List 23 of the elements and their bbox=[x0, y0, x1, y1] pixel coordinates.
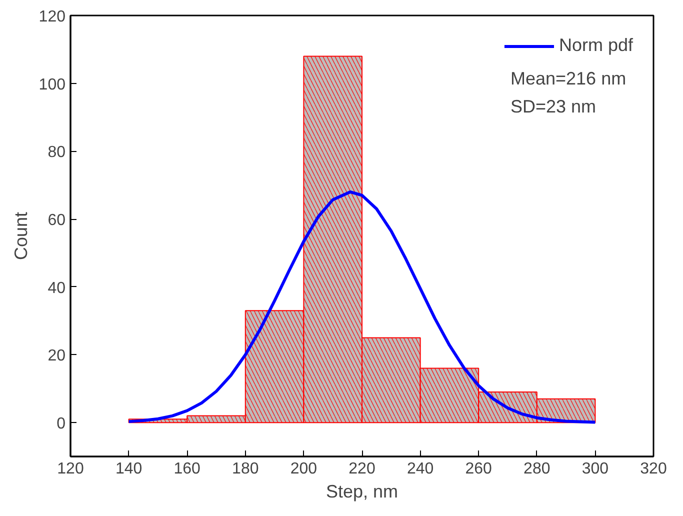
x-tick-label: 240 bbox=[406, 460, 434, 478]
y-tick-label: 0 bbox=[56, 416, 66, 433]
x-tick-label: 300 bbox=[582, 460, 609, 478]
y-tick-label: 40 bbox=[48, 280, 66, 297]
annotation: SD=23 nm bbox=[510, 96, 596, 116]
y-axis-title: Count bbox=[10, 212, 31, 260]
x-tick-label: 140 bbox=[115, 460, 142, 478]
x-tick-label: 220 bbox=[348, 460, 376, 478]
line-series bbox=[127, 190, 597, 424]
x-tick-label: 280 bbox=[524, 460, 550, 478]
x-axis-title: Step, nm bbox=[326, 482, 398, 502]
x-tick-label: 260 bbox=[465, 460, 492, 478]
x-tick-label: 160 bbox=[174, 460, 201, 478]
annotation: Mean=216 nm bbox=[510, 68, 626, 88]
x-tick-label: 200 bbox=[290, 460, 318, 478]
y-tick-label: 20 bbox=[48, 348, 66, 365]
legend-label: Norm pdf bbox=[558, 35, 633, 56]
y-tick-label: 120 bbox=[38, 8, 66, 26]
x-tick-label: 180 bbox=[232, 460, 259, 478]
y-tick-label: 60 bbox=[48, 212, 66, 230]
y-tick-label: 100 bbox=[38, 76, 66, 94]
x-tick-label: 320 bbox=[640, 460, 667, 478]
y-tick-label: 80 bbox=[48, 144, 66, 162]
